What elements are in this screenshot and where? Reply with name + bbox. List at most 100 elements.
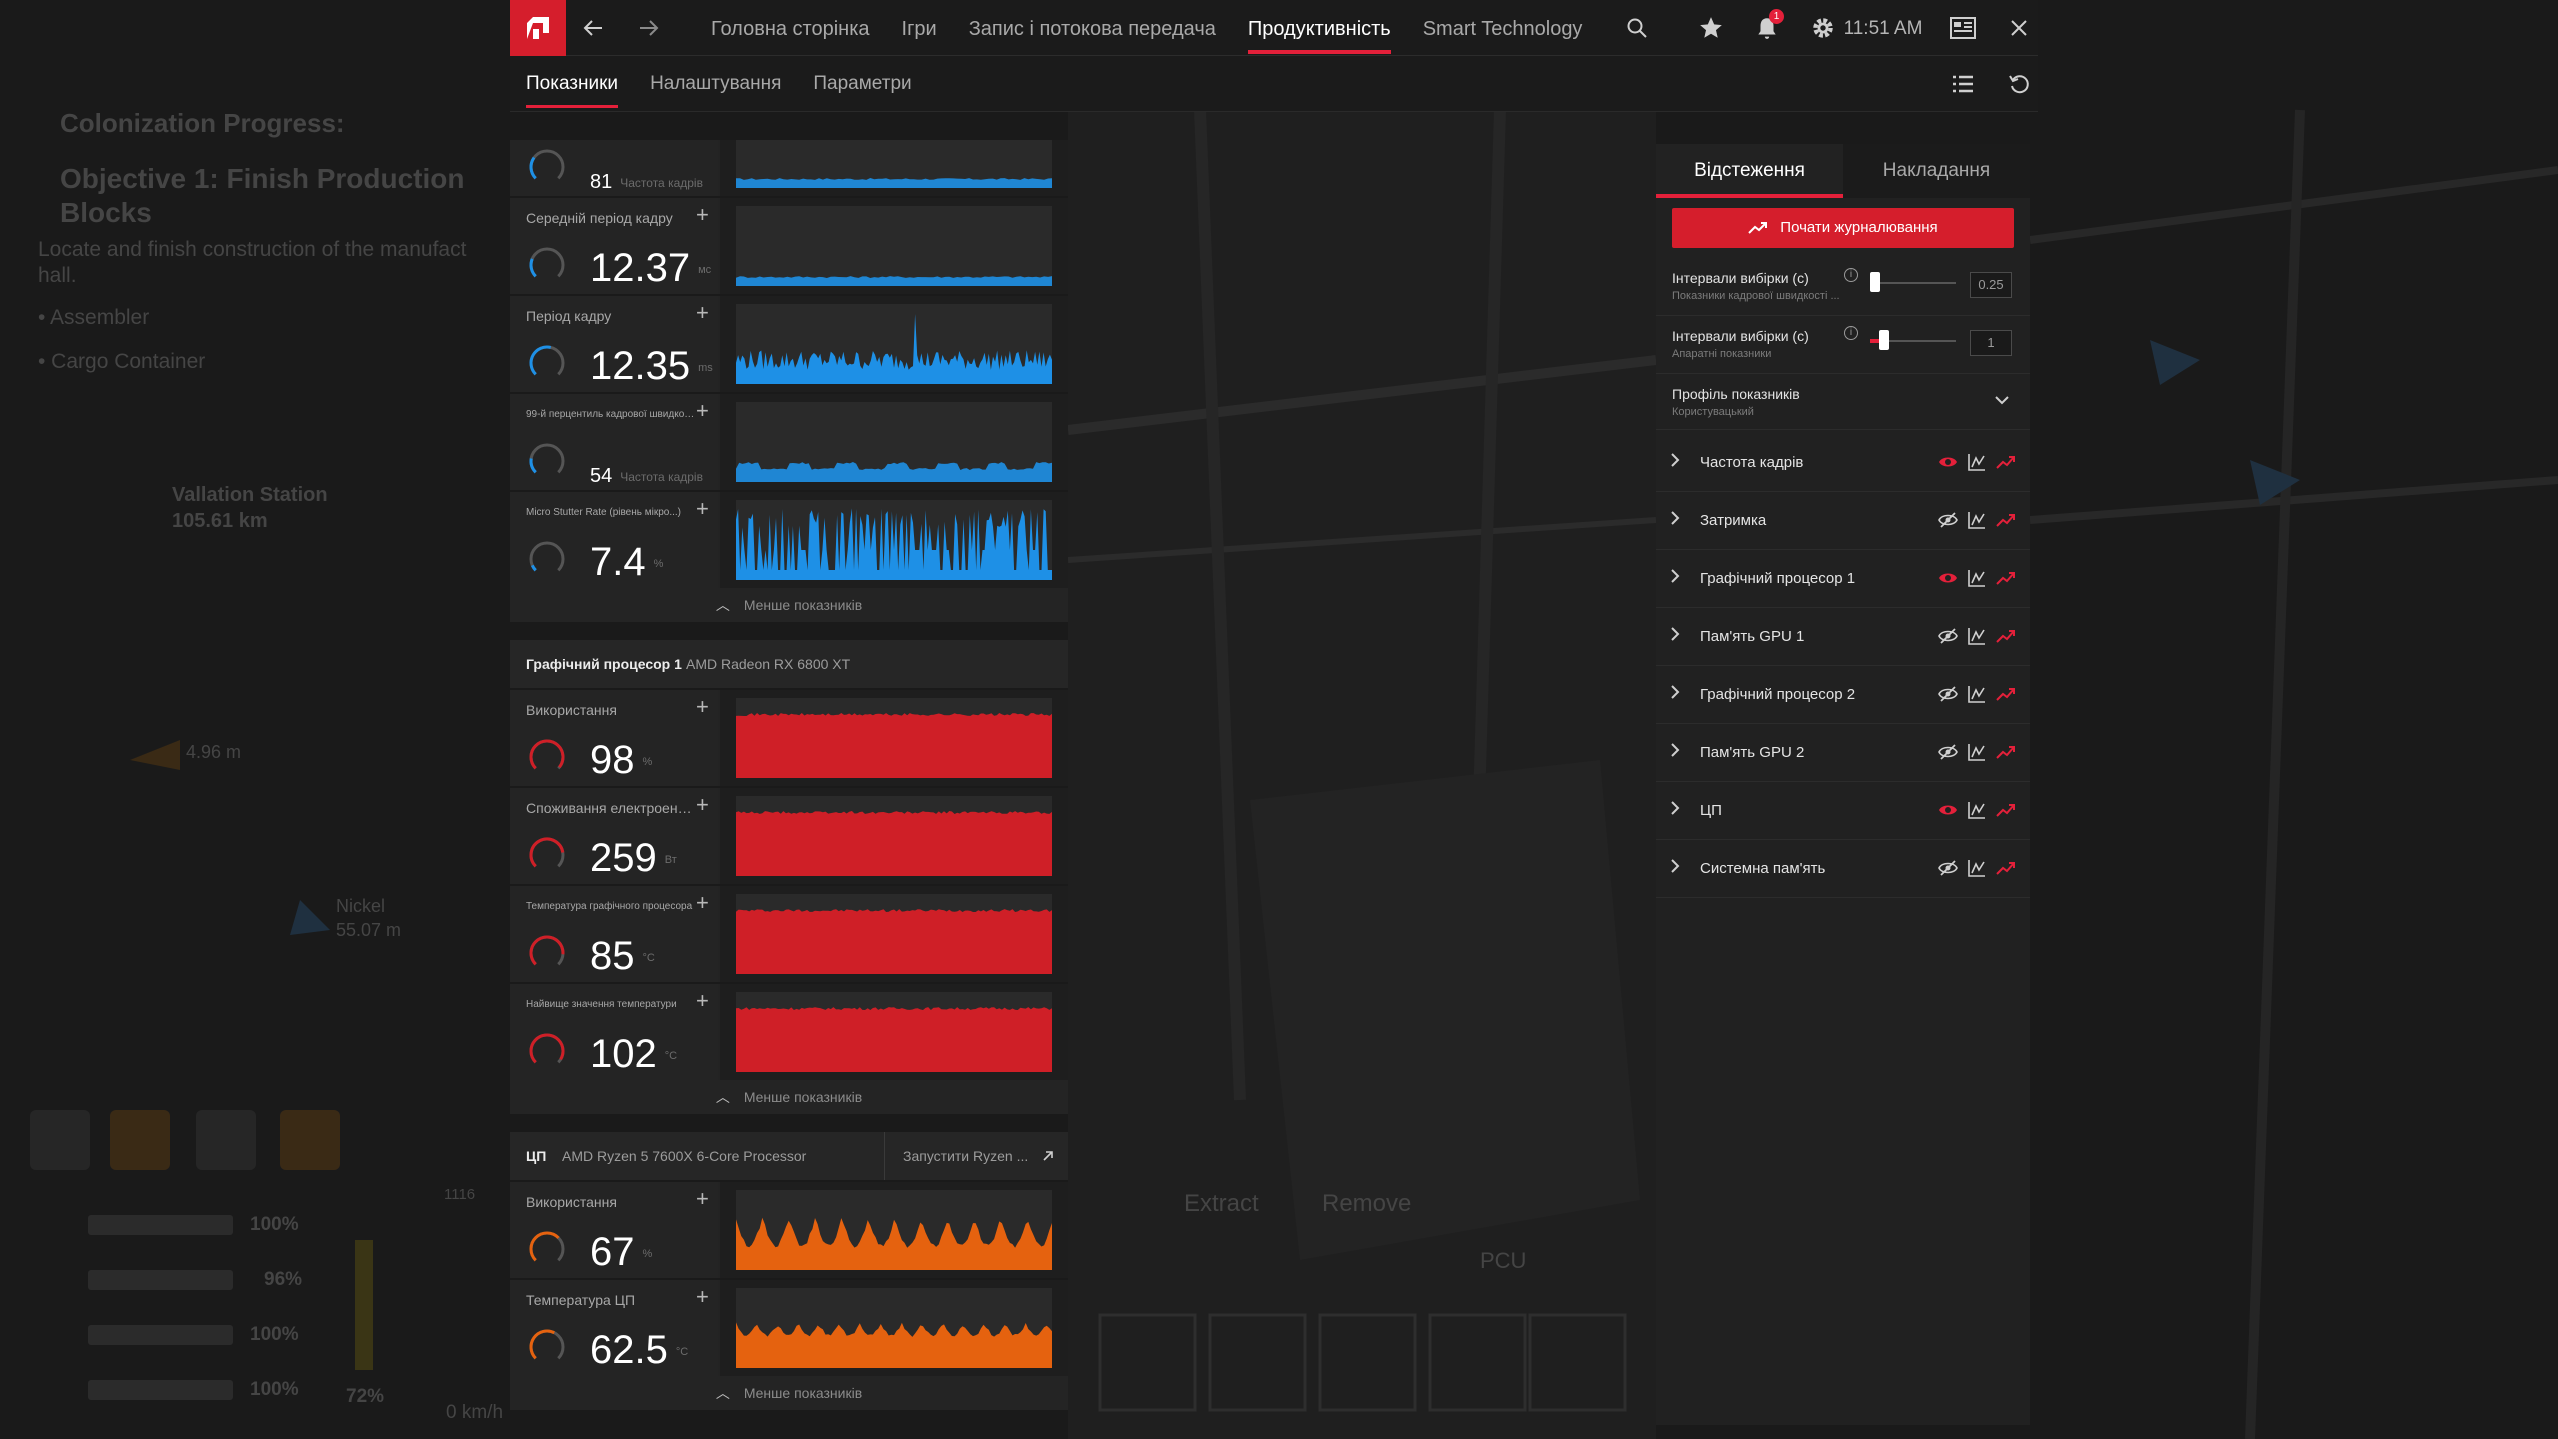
tracking-item[interactable]: Системна пам'ять [1656,840,2030,898]
tab-settings[interactable]: Параметри [813,73,912,94]
eye-off-icon[interactable] [1938,510,1958,530]
bg-stat-5: 72% [346,1386,385,1407]
metric-value-box: 12.37 мс [590,246,711,292]
nav-games[interactable]: Ігри [901,18,937,40]
graph-icon[interactable] [1967,684,1987,704]
interval-fps-input[interactable]: 0.25 [1970,272,2012,298]
tab-overlay[interactable]: Накладання [1882,160,1991,181]
tracking-item[interactable]: Частота кадрів [1656,434,2030,492]
star-icon[interactable] [1686,0,1736,56]
tracking-item[interactable]: Затримка [1656,492,2030,550]
graph-icon[interactable] [1967,858,1987,878]
list-view-icon[interactable] [1938,56,1988,112]
tracking-item[interactable]: Пам'ять GPU 2 [1656,724,2030,782]
trend-icon[interactable] [1996,510,2016,530]
info-icon[interactable]: i [1844,268,1858,282]
tracking-item[interactable]: ЦП [1656,782,2030,840]
metric-value: 12.37 [590,246,691,290]
back-icon[interactable] [566,0,620,56]
add-metric-icon[interactable]: + [696,496,709,521]
chevron-right-icon[interactable] [1670,510,1680,531]
trend-icon[interactable] [1996,684,2016,704]
fewer-metrics-button[interactable]: ︿ Менше показників [510,1080,1068,1114]
nav-performance[interactable]: Продуктивність [1232,0,1407,56]
bell-icon[interactable]: 1 [1742,0,1792,56]
metric-label: Середній період кадру [526,210,673,226]
tracking-item[interactable]: Графічний процесор 1 [1656,550,2030,608]
graph-icon[interactable] [1967,626,1987,646]
search-icon[interactable] [1612,0,1662,56]
bg-vallation: Vallation Station [172,484,328,506]
trend-icon[interactable] [1996,858,2016,878]
eye-off-icon[interactable] [1938,626,1958,646]
add-metric-icon[interactable]: + [696,792,709,817]
metrics-profile-row[interactable]: Профіль показників Користувацький [1656,374,2030,430]
start-logging-button[interactable]: Почати журналювання [1672,208,2014,248]
tab-metrics[interactable]: Показники [510,56,634,112]
trend-icon[interactable] [1996,742,2016,762]
add-metric-icon[interactable]: + [696,1284,709,1309]
eye-icon[interactable] [1938,568,1958,588]
chevron-right-icon[interactable] [1670,800,1680,821]
tab-tracking[interactable]: Відстеження [1656,144,1843,198]
launch-ryzen-master-button[interactable]: Запустити Ryzen ... [884,1132,1068,1180]
start-logging-label: Почати журналювання [1780,219,1938,236]
graph-icon[interactable] [1967,800,1987,820]
interval-hw-input[interactable]: 1 [1970,330,2012,356]
reset-icon[interactable] [1994,56,2044,112]
account-icon[interactable] [1938,0,1988,56]
graph-icon[interactable] [1967,452,1987,472]
add-metric-icon[interactable]: + [696,398,709,423]
graph-icon[interactable] [1967,742,1987,762]
tracking-item[interactable]: Графічний процесор 2 [1656,666,2030,724]
eye-icon[interactable] [1938,452,1958,472]
forward-icon[interactable] [622,0,676,56]
chevron-right-icon[interactable] [1670,568,1680,589]
chevron-right-icon[interactable] [1670,742,1680,763]
metric-chart-cell [720,690,1068,786]
graph-icon[interactable] [1967,568,1987,588]
interval-fps-slider[interactable] [1870,272,1956,292]
chevron-right-icon[interactable] [1670,858,1680,879]
add-metric-icon[interactable]: + [696,694,709,719]
amd-logo-icon[interactable] [510,0,566,56]
trend-icon[interactable] [1996,568,2016,588]
gauge-icon [526,736,568,778]
nav-home[interactable]: Головна сторінка [711,18,870,40]
tracking-item[interactable]: Пам'ять GPU 1 [1656,608,2030,666]
chevron-right-icon[interactable] [1670,684,1680,705]
eye-off-icon[interactable] [1938,742,1958,762]
interval-hw-slider[interactable] [1870,330,1956,350]
trend-icon[interactable] [1996,800,2016,820]
close-icon[interactable] [1994,0,2044,56]
chevron-right-icon[interactable] [1670,626,1680,647]
metric-value: 67 [590,1230,635,1274]
graph-icon[interactable] [1967,510,1987,530]
info-icon[interactable]: i [1844,326,1858,340]
eye-off-icon[interactable] [1938,858,1958,878]
metric-row: Використання +98% [510,690,1068,786]
eye-off-icon[interactable] [1938,684,1958,704]
add-metric-icon[interactable]: + [696,202,709,227]
gear-icon[interactable] [1798,0,1848,56]
trend-icon[interactable] [1996,452,2016,472]
tracking-item-label: Затримка [1700,512,1767,529]
fewer-metrics-button[interactable]: ︿ Менше показників [510,1376,1068,1410]
tracking-item-label: Системна пам'ять [1700,860,1826,877]
nav-smart-technology[interactable]: Smart Technology [1422,18,1583,40]
fewer-metrics-button[interactable]: ︿ Менше показників [510,588,1068,622]
add-metric-icon[interactable]: + [696,890,709,915]
tab-tuning[interactable]: Налаштування [650,73,782,94]
eye-icon[interactable] [1938,800,1958,820]
add-metric-icon[interactable]: + [696,1186,709,1211]
add-metric-icon[interactable]: + [696,988,709,1013]
chevron-right-icon[interactable] [1670,452,1680,473]
trend-icon[interactable] [1996,626,2016,646]
metric-chart-cell [720,1182,1068,1278]
slider-handle[interactable] [1870,272,1881,292]
slider-handle[interactable] [1878,330,1889,350]
add-metric-icon[interactable]: + [696,300,709,325]
gpu-title: Графічний процесор 1 [526,656,682,672]
nav-record-stream[interactable]: Запис і потокова передача [968,18,1216,40]
